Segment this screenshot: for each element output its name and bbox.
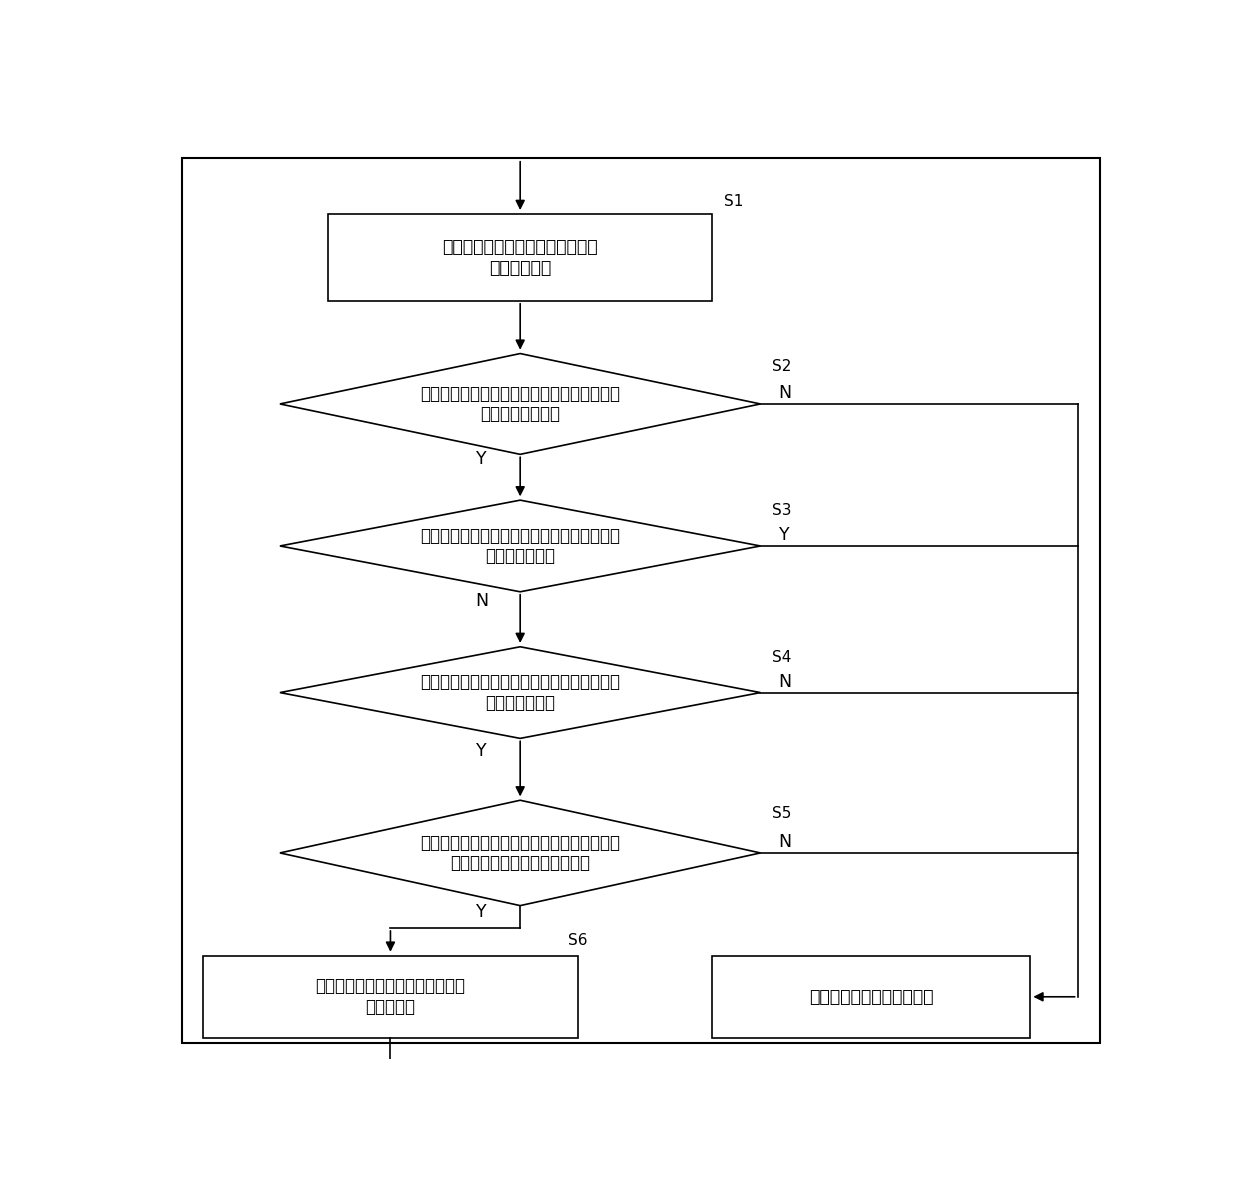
Text: 车道灯下游方向是否有异常停或者车速低于第
一设定阈值的情况: 车道灯下游方向是否有异常停或者车速低于第 一设定阈值的情况 bbox=[420, 384, 620, 424]
Text: N: N bbox=[777, 384, 791, 402]
Text: S4: S4 bbox=[773, 650, 791, 665]
Text: N: N bbox=[777, 672, 791, 690]
Polygon shape bbox=[280, 647, 760, 738]
Bar bbox=[712, 956, 1029, 1038]
Text: Y: Y bbox=[476, 450, 487, 468]
Text: N: N bbox=[777, 833, 791, 851]
Text: 将异常断面所在车道的车道信号灯
设置为红灯: 将异常断面所在车道的车道信号灯 设置为红灯 bbox=[315, 977, 465, 1016]
Text: 对快速路上的行驶的车辆进行平面
精准连续跟踪: 对快速路上的行驶的车辆进行平面 精准连续跟踪 bbox=[443, 238, 598, 277]
Bar bbox=[203, 956, 578, 1038]
Polygon shape bbox=[280, 800, 760, 906]
Polygon shape bbox=[280, 500, 760, 591]
Text: 置每条车道的车道灯为绿灯: 置每条车道的车道灯为绿灯 bbox=[808, 988, 934, 1006]
Text: Y: Y bbox=[476, 903, 487, 921]
Text: S5: S5 bbox=[773, 807, 791, 821]
Text: S6: S6 bbox=[568, 933, 588, 948]
Text: 判断异常断面下游的所有车道的车速是否都低
于第一设定阈值: 判断异常断面下游的所有车道的车速是否都低 于第一设定阈值 bbox=[420, 526, 620, 565]
Polygon shape bbox=[280, 353, 760, 455]
Text: S3: S3 bbox=[773, 503, 791, 519]
Text: 判断异常断面下游的所有车道的车速是否都高
于第二设定阈值: 判断异常断面下游的所有车道的车速是否都高 于第二设定阈值 bbox=[420, 674, 620, 712]
Text: S2: S2 bbox=[773, 358, 791, 374]
Text: 判断异常断面上游是否有车辆变道导致相邻车
道车速低于第一设定阈值的情况: 判断异常断面上游是否有车辆变道导致相邻车 道车速低于第一设定阈值的情况 bbox=[420, 833, 620, 872]
Bar bbox=[327, 214, 713, 301]
Text: S1: S1 bbox=[724, 194, 743, 209]
Text: N: N bbox=[475, 591, 489, 610]
Text: Y: Y bbox=[476, 743, 487, 760]
Text: Y: Y bbox=[779, 526, 790, 544]
